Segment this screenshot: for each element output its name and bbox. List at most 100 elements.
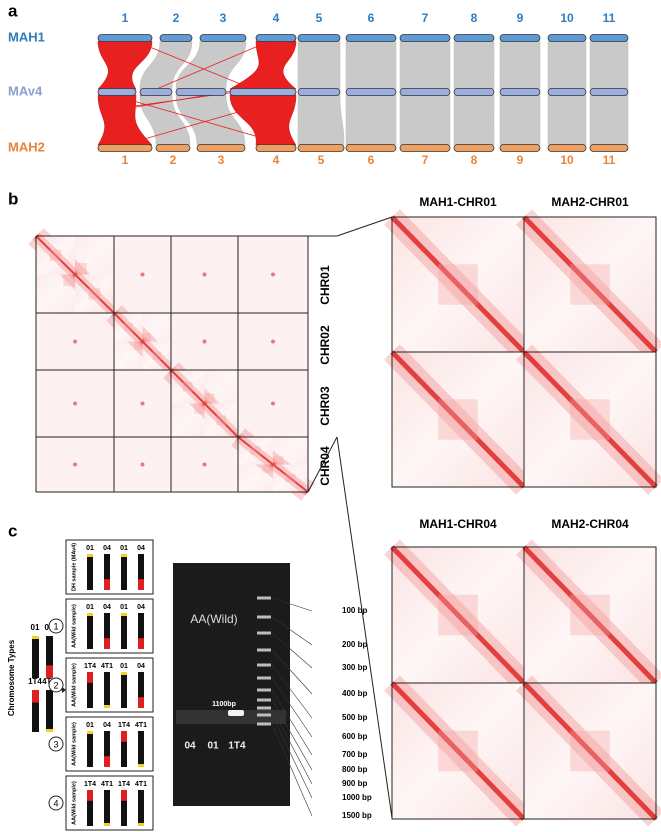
chromosome-bar bbox=[345, 144, 397, 152]
telomere-yellow bbox=[32, 636, 39, 639]
genome-label: MAv4 bbox=[8, 83, 43, 98]
telomere-yellow bbox=[104, 823, 110, 826]
ladder-band bbox=[257, 596, 271, 600]
chromosome-type: 04 bbox=[103, 722, 111, 729]
telomere-yellow bbox=[87, 613, 93, 616]
heatmap-title: MAH2-CHR01 bbox=[551, 195, 629, 209]
chromosome-bar bbox=[297, 144, 345, 152]
chromosome-number: 6 bbox=[368, 11, 375, 25]
segment-red bbox=[104, 756, 110, 767]
chromosome-bar bbox=[399, 88, 451, 96]
number-circle bbox=[48, 736, 64, 752]
sample-number: 4 bbox=[53, 798, 58, 808]
sample-number: 2 bbox=[53, 680, 58, 690]
ladder-connector bbox=[271, 632, 313, 669]
ladder-label: 800 bp bbox=[342, 765, 367, 774]
synteny-link-red bbox=[97, 94, 153, 146]
ladder-band bbox=[257, 676, 271, 680]
translocation-line bbox=[129, 99, 291, 147]
synteny-link bbox=[499, 94, 541, 146]
ladder-band bbox=[257, 648, 271, 652]
ladder-label: 200 bp bbox=[342, 640, 367, 649]
segment-red bbox=[46, 665, 53, 678]
ladder-label: 700 bp bbox=[342, 750, 367, 759]
chromosome-number: 4 bbox=[273, 153, 280, 167]
synteny-link bbox=[175, 40, 247, 90]
number-circle bbox=[48, 618, 64, 634]
panel-label: c bbox=[8, 521, 17, 540]
chromosome-bar bbox=[159, 34, 193, 42]
heatmap-title: MAH1-CHR01 bbox=[419, 195, 497, 209]
lane-label: 01 bbox=[207, 741, 219, 752]
ladder-connector bbox=[271, 597, 313, 612]
heat-block bbox=[216, 415, 227, 426]
chromosome bbox=[46, 690, 53, 732]
chromosome-bar bbox=[399, 144, 451, 152]
heat-diagonal bbox=[522, 681, 658, 821]
ladder-label: 600 bp bbox=[342, 732, 367, 741]
chromosome-type: 1T4 bbox=[118, 781, 130, 788]
heat-diagonal bbox=[390, 545, 526, 685]
chromosome-bar bbox=[547, 34, 587, 42]
chromosome-number: 4 bbox=[273, 11, 280, 25]
chromosome-type: 4T1 bbox=[135, 722, 147, 729]
chromosome-number: 10 bbox=[560, 153, 574, 167]
heat-diagonal bbox=[35, 235, 76, 276]
chromosome-bar bbox=[345, 88, 397, 96]
chromosome bbox=[104, 731, 110, 767]
panel-label: b bbox=[8, 189, 18, 208]
type-label: 01 bbox=[31, 623, 40, 632]
chromosome-type: 04 bbox=[103, 545, 111, 552]
heat-block bbox=[570, 594, 610, 636]
zoom-connector bbox=[336, 216, 393, 237]
chromosome-number: 3 bbox=[218, 153, 225, 167]
heat-diagonal bbox=[522, 545, 658, 685]
segment-red bbox=[121, 731, 127, 742]
chromosome-number: 1 bbox=[122, 11, 129, 25]
lane-label: 04 bbox=[184, 741, 196, 752]
ladder-band bbox=[257, 663, 271, 667]
chromosome bbox=[121, 672, 127, 708]
ladder-band bbox=[257, 698, 271, 702]
sample-label: DH sample (MAv4) bbox=[71, 543, 77, 591]
heat-block bbox=[570, 730, 610, 772]
sample-label: AA(Wild sample) bbox=[71, 663, 77, 707]
sample-number: 3 bbox=[53, 739, 58, 749]
synteny-link bbox=[547, 40, 587, 90]
telomere-yellow bbox=[87, 554, 93, 557]
chromosome bbox=[104, 790, 110, 826]
telomere-yellow bbox=[46, 729, 53, 732]
heat-spot bbox=[202, 339, 207, 344]
panel-label: a bbox=[8, 1, 18, 20]
heat-spot bbox=[73, 462, 77, 467]
heat-diagonal bbox=[237, 436, 274, 466]
synteny-link bbox=[399, 40, 451, 90]
ladder-connector bbox=[271, 699, 313, 771]
synteny-link-red bbox=[229, 94, 297, 146]
segment-red bbox=[138, 579, 144, 590]
segment-red bbox=[87, 790, 93, 801]
chromosome-label: CHR03 bbox=[318, 386, 332, 426]
chromosome-number: 7 bbox=[422, 11, 429, 25]
chromosome bbox=[104, 613, 110, 649]
synteny-link bbox=[345, 94, 397, 146]
chromosome-number: 9 bbox=[517, 11, 524, 25]
chromosome-bar bbox=[547, 88, 587, 96]
chromosome-type: 1T4 bbox=[118, 722, 130, 729]
band-label: 1100bp bbox=[212, 701, 236, 708]
heat-block bbox=[285, 474, 296, 483]
heat-spot bbox=[271, 339, 275, 344]
heat-diagonal bbox=[390, 350, 526, 489]
heat-spot bbox=[202, 272, 207, 277]
synteny-link bbox=[453, 40, 495, 90]
segment-red bbox=[104, 638, 110, 649]
chromosome-bar bbox=[255, 34, 297, 42]
chromosome-number: 10 bbox=[560, 11, 574, 25]
heatmap-title: MAH2-CHR04 bbox=[551, 517, 629, 531]
chromosome-type: 01 bbox=[120, 545, 128, 552]
telomere-yellow bbox=[121, 613, 127, 616]
number-circle bbox=[48, 677, 64, 693]
ladder-connector bbox=[271, 723, 313, 817]
segment-red bbox=[104, 579, 110, 590]
ladder-label: 400 bp bbox=[342, 689, 367, 698]
